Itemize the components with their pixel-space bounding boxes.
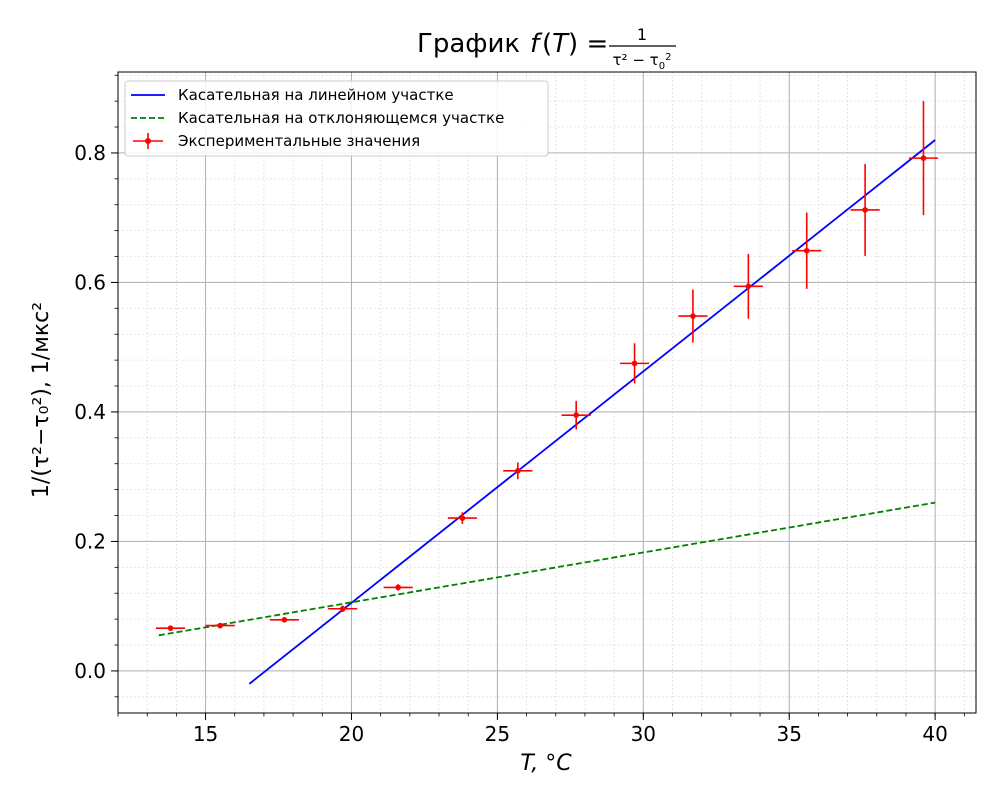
chart-title-paren: (T) = [542, 29, 608, 59]
tangent-line-deviating [158, 501, 936, 637]
data-point-marker [803, 247, 810, 254]
y-tick-label: 0.0 [74, 659, 106, 683]
x-tick-label: 25 [485, 722, 510, 746]
experimental-point [792, 212, 822, 289]
data-point-marker [167, 625, 174, 631]
experimental-point [503, 462, 533, 480]
y-tick-label: 0.6 [74, 270, 106, 294]
x-tick-label: 35 [776, 722, 801, 746]
tangent-line-linear [248, 139, 936, 685]
x-tick-label: 40 [922, 722, 947, 746]
data-point-marker [920, 155, 927, 161]
minor-grid [117, 72, 976, 713]
data-point-marker [862, 207, 868, 213]
experimental-point [155, 625, 186, 631]
data-point-marker [395, 584, 401, 591]
x-tick-label: 15 [193, 722, 218, 746]
y-tick-label: 0.4 [74, 400, 106, 424]
legend-label-linear: Касательная на линейном участке [178, 86, 454, 104]
legend-label-deviating: Касательная на отклоняющемся участке [178, 109, 504, 127]
y-tick-label: 0.8 [74, 141, 106, 165]
data-point-marker [573, 412, 579, 418]
legend: Касательная на линейном участке Касатель… [124, 80, 549, 157]
data-point-marker [515, 468, 521, 474]
x-axis-label: T, °C [520, 751, 572, 776]
experimental-point [619, 343, 650, 384]
experimental-point [383, 584, 413, 591]
data-point-marker [281, 616, 288, 623]
experimental-point [561, 400, 591, 430]
experimental-point [678, 289, 708, 343]
experimental-point [269, 616, 299, 623]
data-point-marker [217, 622, 223, 629]
plot-frame [117, 71, 977, 714]
data-point-marker [690, 313, 696, 319]
chart-title-prefix: График [417, 29, 520, 59]
data-point-marker [459, 515, 466, 521]
experimental-point [328, 605, 358, 612]
legend-label-experimental: Экспериментальные значения [178, 132, 420, 150]
chart-title-numerator: 1 [637, 25, 647, 44]
x-tick-label: 20 [339, 722, 364, 746]
experimental-point [908, 101, 939, 216]
data-point-marker [745, 283, 752, 290]
experimental-point [733, 253, 763, 319]
series-layer [155, 101, 939, 685]
axis-ticks: 15 20 25 30 35 40 0.0 0.2 0.4 0.6 0.8 [74, 74, 965, 746]
legend-swatch-experimental [133, 133, 163, 149]
experimental-point [205, 622, 235, 629]
data-point-marker [631, 360, 638, 367]
experimental-point [850, 163, 880, 256]
y-axis-label: 1/(τ²−τ₀²), 1/мкс² [29, 302, 54, 498]
data-point-marker [339, 605, 346, 612]
chart-title-denominator: τ² − τ02 [613, 51, 672, 72]
experimental-point [447, 512, 477, 524]
x-tick-label: 30 [631, 722, 656, 746]
legend-box [124, 80, 549, 157]
chart-title: График f (T) = 1 τ² − τ02 [417, 25, 676, 72]
y-axis-label-group: 1/(τ²−τ₀²), 1/мкс² [29, 302, 54, 498]
y-tick-label: 0.2 [74, 529, 106, 553]
